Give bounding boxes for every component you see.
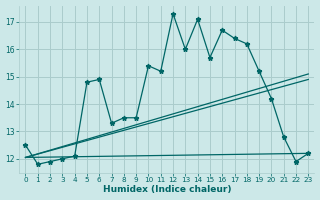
X-axis label: Humidex (Indice chaleur): Humidex (Indice chaleur) xyxy=(103,185,231,194)
